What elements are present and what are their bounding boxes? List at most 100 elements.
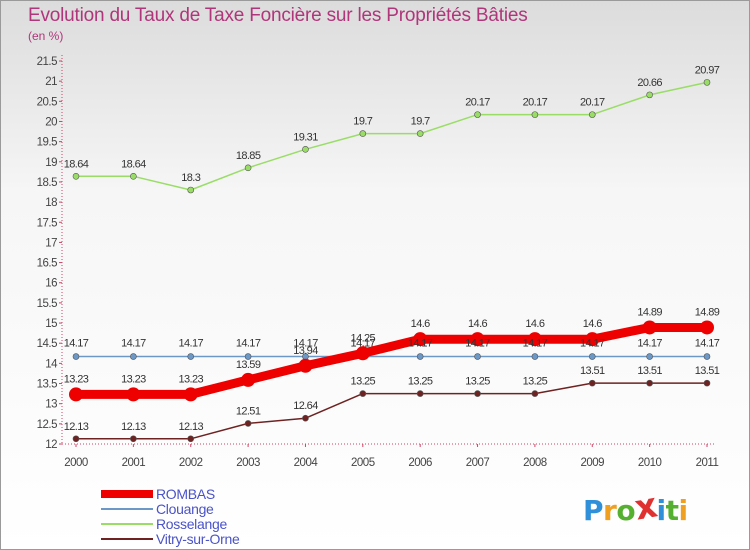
data-point-vitry-sur-orne — [703, 379, 711, 387]
data-point-rombas — [126, 387, 141, 402]
data-point-rombas — [413, 332, 428, 347]
data-label-rosselange: 18.64 — [121, 158, 146, 170]
data-point-vitry-sur-orne — [302, 414, 309, 422]
data-label-clouange: 14.17 — [465, 338, 490, 350]
data-label-vitry-sur-orne: 13.51 — [637, 365, 662, 377]
y-tick-label: 21.5 — [37, 56, 57, 68]
data-label-rosselange: 19.7 — [353, 116, 372, 128]
data-label-vitry-sur-orne: 12.13 — [121, 421, 146, 433]
data-point-rosselange — [646, 91, 653, 99]
logo-letter: i — [678, 494, 689, 527]
x-tick-label: 2010 — [638, 457, 662, 469]
data-point-rosselange — [416, 130, 424, 137]
data-point-rosselange — [474, 111, 481, 118]
legend-label-rombas: ROMBAS — [156, 486, 215, 502]
y-tick-label: 15 — [45, 318, 57, 330]
data-label-rosselange: 20.97 — [695, 64, 720, 76]
data-label-rombas: 14.89 — [637, 306, 662, 318]
x-tick-label: 2004 — [294, 457, 319, 469]
data-labels-group: 13.23 13.23 13.23 13.59 13.94 14.25 14.6 14.6 14… — [64, 64, 721, 433]
data-point-clouange — [187, 353, 195, 360]
data-label-vitry-sur-orne: 12.13 — [178, 421, 203, 433]
y-tick-label: 20.5 — [37, 96, 57, 108]
data-point-vitry-sur-orne — [588, 379, 596, 387]
y-tick-label: 12 — [45, 439, 57, 451]
series-line-vitry-sur-orne — [75, 382, 708, 440]
data-label-vitry-sur-orne: 12.13 — [64, 421, 89, 433]
unit-label: (en %) — [28, 29, 64, 43]
data-point-rombas — [527, 332, 542, 347]
y-tick-label: 15.5 — [37, 298, 57, 310]
data-label-vitry-sur-orne: 13.25 — [408, 376, 433, 388]
y-tick-label: 18 — [45, 197, 57, 209]
data-label-vitry-sur-orne: 13.51 — [695, 365, 720, 377]
data-point-rosselange — [187, 186, 195, 194]
y-tick-label: 19 — [45, 157, 57, 169]
data-label-vitry-sur-orne: 13.25 — [351, 376, 376, 388]
y-tick-label: 19.5 — [37, 137, 57, 149]
data-point-vitry-sur-orne — [244, 420, 252, 427]
x-tick-label: 2006 — [408, 457, 432, 469]
data-label-clouange: 14.17 — [64, 338, 89, 350]
data-point-rombas — [69, 387, 83, 402]
y-tick-label: 12.5 — [37, 419, 57, 431]
legend-swatch-rosselange — [101, 523, 153, 525]
data-label-rosselange: 20.17 — [523, 97, 548, 109]
x-tick-label: 2003 — [236, 457, 260, 469]
data-label-rombas: 13.23 — [178, 373, 203, 385]
data-label-clouange: 14.17 — [523, 338, 548, 350]
data-label-vitry-sur-orne: 13.25 — [523, 376, 548, 388]
x-tick-label: 2001 — [122, 457, 146, 469]
data-point-clouange — [531, 353, 539, 360]
data-label-clouange: 14.17 — [121, 338, 146, 350]
data-point-vitry-sur-orne — [416, 390, 424, 397]
data-label-rosselange: 18.85 — [236, 150, 261, 162]
data-point-rombas — [298, 358, 313, 373]
data-label-vitry-sur-orne: 13.51 — [580, 365, 605, 377]
logo-letter: x — [631, 485, 660, 529]
legend-label-clouange: Clouange — [156, 501, 214, 517]
data-label-rombas: 13.94 — [293, 345, 318, 357]
series-line-rosselange — [75, 81, 708, 191]
data-point-vitry-sur-orne — [130, 435, 137, 443]
data-label-rosselange: 20.66 — [637, 77, 662, 89]
data-point-vitry-sur-orne — [646, 379, 653, 387]
y-tick-label: 21 — [45, 76, 57, 88]
data-label-rombas: 14.6 — [411, 318, 430, 330]
data-label-rombas: 13.59 — [236, 359, 261, 371]
data-point-clouange — [646, 353, 653, 360]
data-point-rombas — [241, 372, 256, 387]
x-tick-label: 2011 — [696, 457, 719, 469]
y-tick-label: 13 — [45, 399, 57, 411]
data-point-rosselange — [531, 111, 539, 118]
data-point-rosselange — [588, 111, 596, 118]
logo-letter: P — [583, 494, 604, 527]
data-point-vitry-sur-orne — [359, 390, 367, 397]
legend-swatch-vitry-sur-orne — [101, 538, 153, 540]
data-label-rosselange: 19.7 — [411, 116, 430, 128]
data-point-rosselange — [703, 79, 711, 86]
data-point-clouange — [130, 353, 137, 360]
data-label-rosselange: 18.3 — [181, 172, 200, 184]
y-tick-label: 16.5 — [37, 258, 57, 270]
y-tick-label: 14 — [45, 358, 58, 370]
data-point-rombas — [470, 332, 485, 347]
data-point-rombas — [700, 320, 714, 335]
data-point-clouange — [588, 353, 596, 360]
legend-label-vitry-sur-orne: Vitry-sur-Orne — [156, 531, 240, 547]
data-point-rosselange — [130, 173, 137, 180]
data-point-rombas — [585, 332, 600, 347]
data-label-clouange: 14.17 — [236, 338, 261, 350]
data-label-vitry-sur-orne: 12.51 — [236, 405, 261, 417]
data-label-rosselange: 20.17 — [580, 97, 605, 109]
x-tick-label: 2009 — [580, 457, 604, 469]
data-point-clouange — [416, 353, 424, 360]
data-point-clouange — [72, 353, 80, 360]
axes-group: 12 12.5 13 13.5 14 14.5 15 15.5 16 16.5 17 17.5 18 18… — [37, 55, 719, 469]
data-label-rosselange: 18.64 — [64, 158, 89, 170]
data-point-rombas — [355, 346, 370, 361]
legend-label-rosselange: Rosselange — [156, 516, 227, 532]
logo-letter: r — [603, 494, 617, 527]
y-tick-label: 14.5 — [37, 338, 57, 350]
